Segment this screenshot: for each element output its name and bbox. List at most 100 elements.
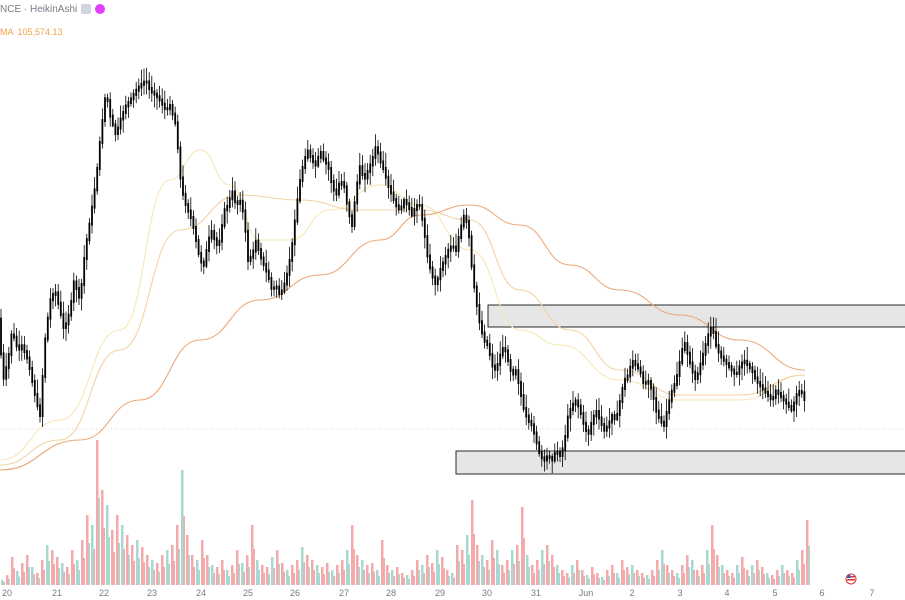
volume-bar [466, 535, 469, 585]
support-zone[interactable] [455, 450, 905, 475]
candle-body [327, 161, 330, 170]
candle-body [709, 327, 712, 337]
ma-legend[interactable]: MA 105,574.13 [0, 27, 63, 37]
x-tick-label: 21 [52, 588, 62, 598]
candle-body [384, 167, 387, 179]
volume-bar [141, 547, 144, 585]
volume-bar [611, 565, 614, 585]
candle-body [787, 401, 790, 408]
volume-bar [263, 573, 265, 585]
x-tick-label: 6 [819, 588, 824, 598]
candle-body [800, 390, 803, 395]
candle-body [481, 320, 483, 335]
x-tick-label: 2 [629, 588, 634, 598]
volume-bar [396, 567, 399, 585]
volume-bar [68, 574, 70, 585]
volume-bar [616, 573, 619, 585]
candle-body [616, 413, 619, 421]
candle-body [106, 97, 109, 102]
resistance-zone[interactable] [487, 304, 905, 328]
volume-bar [806, 520, 809, 585]
volume-bar [403, 577, 405, 585]
candle-body [28, 356, 31, 370]
volume-bar [463, 564, 465, 585]
candle-body [590, 422, 593, 435]
candle-body [556, 450, 559, 455]
volume-bar [681, 565, 684, 585]
volume-bar [76, 560, 79, 585]
volume-bar [503, 573, 505, 585]
volume-bar [323, 574, 325, 585]
candle-body [7, 353, 10, 370]
candle-body [13, 333, 15, 339]
volume-bar [138, 558, 140, 585]
candle-body [351, 214, 353, 227]
candle-body [143, 80, 145, 86]
candle-body [304, 156, 307, 169]
share-icon[interactable] [95, 4, 106, 14]
volume-bar [506, 560, 509, 585]
x-tick-label: 28 [386, 588, 396, 598]
eye-icon[interactable] [81, 4, 92, 14]
candle-body [595, 410, 598, 418]
volume-bar [573, 573, 575, 585]
candle-body [483, 331, 486, 343]
candle-body [761, 384, 764, 391]
volume-bar [268, 574, 270, 585]
volume-bar [113, 552, 115, 585]
volume-bar [33, 574, 35, 585]
volume-bar [676, 573, 679, 585]
volume-bar [516, 545, 519, 585]
candle-body [234, 190, 236, 204]
candle-body [382, 160, 385, 170]
candle-body [148, 80, 151, 90]
volume-bar [386, 565, 389, 585]
us-flag-icon[interactable] [845, 573, 857, 585]
candle-body [522, 394, 525, 410]
candle-body [423, 217, 426, 238]
volume-bar [663, 564, 665, 585]
candle-body [93, 188, 96, 209]
candle-body [530, 420, 533, 427]
volume-bar [588, 579, 590, 585]
volume-bar [518, 561, 520, 585]
volume-bar [406, 575, 409, 585]
candle-body [741, 361, 743, 369]
candle-body [418, 204, 421, 207]
candle-body [338, 182, 340, 196]
volume-bar [58, 568, 60, 585]
volume-bar [71, 550, 74, 585]
candle-body [377, 146, 379, 155]
candle-body [161, 98, 164, 106]
volume-bar [643, 577, 645, 585]
candle-body [652, 386, 655, 400]
candle-body [20, 344, 23, 351]
volume-bar [121, 525, 124, 585]
candle-body [478, 304, 481, 324]
volume-bar [608, 576, 610, 585]
candle-body [439, 268, 442, 281]
candle-body [98, 141, 101, 170]
volume-bar [223, 570, 225, 585]
volume-bar [776, 570, 779, 585]
volume-bar [556, 565, 559, 585]
candle-body [371, 156, 374, 167]
candle-body [31, 367, 34, 383]
candle-body [244, 209, 247, 233]
candle-body [512, 368, 515, 376]
candle-body [795, 393, 798, 405]
volume-bar [648, 579, 650, 585]
symbol-legend[interactable]: NCE · HeikinAshi [0, 0, 106, 18]
volume-bar [563, 576, 565, 585]
volume-bar [108, 537, 110, 585]
volume-bar [151, 560, 154, 585]
volume-bar [256, 560, 259, 585]
volume-bar [211, 565, 214, 585]
volume-bar [768, 577, 770, 585]
ma-value: 105,574.13 [17, 27, 63, 37]
volume-bar [208, 567, 210, 585]
volume-bar [553, 567, 555, 585]
volume-bar [51, 550, 54, 585]
volume-bar [36, 573, 39, 585]
